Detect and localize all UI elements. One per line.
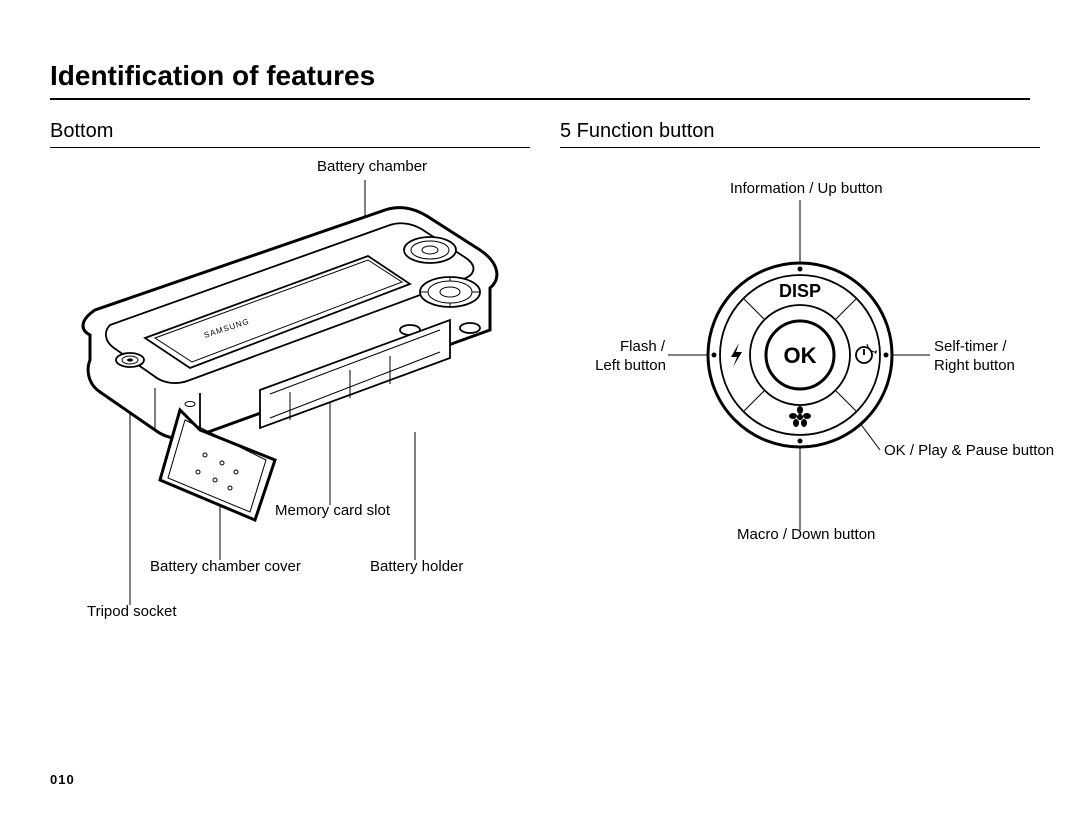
- ok-text: OK: [784, 343, 817, 368]
- label-ok-play-pause: OK / Play & Pause button: [884, 442, 1054, 461]
- function-button-heading-rule: [560, 147, 1040, 148]
- label-self-timer-1: Self-timer /: [934, 338, 1007, 357]
- disp-text: DISP: [779, 281, 821, 301]
- label-flash-left-1: Flash /: [615, 338, 665, 357]
- page-title: Identification of features: [50, 60, 1030, 92]
- title-rule: [50, 98, 1030, 100]
- function-button-svg: DISP OK: [560, 160, 1040, 630]
- left-column: Bottom: [50, 120, 530, 630]
- label-battery-chamber: Battery chamber: [317, 158, 427, 177]
- two-column-layout: Bottom: [50, 120, 1030, 630]
- label-tripod-socket: Tripod socket: [87, 603, 176, 622]
- page-number: 010: [50, 772, 75, 787]
- right-column: 5 Function button: [560, 120, 1040, 630]
- label-battery-holder: Battery holder: [370, 558, 463, 577]
- function-button-figure: DISP OK: [560, 160, 1040, 630]
- bottom-heading: Bottom: [50, 120, 530, 143]
- label-battery-chamber-cover: Battery chamber cover: [150, 558, 301, 577]
- camera-bottom-figure: SAMSUNG: [50, 160, 530, 630]
- label-info-up: Information / Up button: [730, 180, 883, 199]
- label-flash-left-2: Left button: [590, 357, 666, 376]
- label-macro-down: Macro / Down button: [737, 526, 875, 545]
- bottom-heading-rule: [50, 147, 530, 148]
- label-self-timer-2: Right button: [934, 357, 1015, 376]
- function-button-heading: 5 Function button: [560, 120, 1040, 143]
- manual-page: Identification of features Bottom: [0, 0, 1080, 815]
- label-memory-card-slot: Memory card slot: [275, 502, 390, 521]
